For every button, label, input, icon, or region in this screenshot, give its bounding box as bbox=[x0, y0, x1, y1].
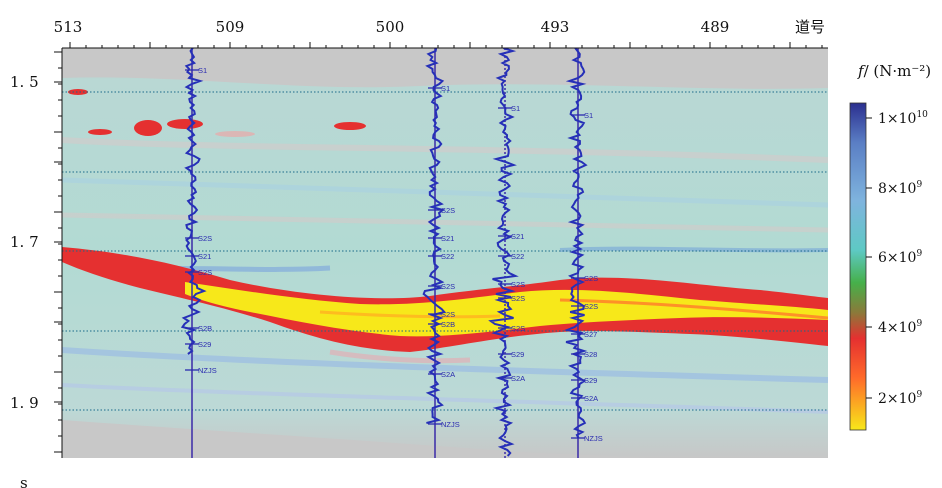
top-tick-label-500: 500 bbox=[376, 18, 405, 36]
wells-layer: S1S2SS21S2SS2BS29NZJSS1S2SS21S22S2SS2SS2… bbox=[180, 48, 603, 458]
legend-entry-4e9: 4×109 bbox=[878, 319, 922, 336]
well-3: S1 S21 S22 S2S S2S S2S S29 S2A bbox=[488, 48, 525, 458]
well-marker-label: S21 bbox=[441, 234, 454, 243]
well-marker-label: S27 bbox=[584, 330, 597, 339]
legend-exponent: 9 bbox=[916, 249, 922, 259]
well-marker-label: S28 bbox=[584, 350, 597, 359]
well-marker-label: S2B bbox=[441, 320, 455, 329]
legend-title-unit: / (N·m⁻²) bbox=[864, 62, 932, 80]
top-tick-label-493: 493 bbox=[541, 18, 570, 36]
well-log-curve bbox=[563, 48, 588, 439]
well-4: S1 S2S S2S S27 S28 S29 S2A NZJS bbox=[563, 48, 603, 458]
top-tick-label-489: 489 bbox=[701, 18, 730, 36]
legend-exponent: 10 bbox=[916, 110, 928, 120]
legend-exponent: 9 bbox=[916, 390, 922, 400]
section-image: S1S2SS21S2SS2BS29NZJSS1S2SS21S22S2SS2SS2… bbox=[62, 48, 828, 458]
well-marker-label: S2S bbox=[198, 234, 212, 243]
well-marker-label: S1 bbox=[584, 111, 593, 120]
well-1: S1 S2S S21 S2S S2B S29 NZJS bbox=[180, 48, 217, 458]
well-log-curve bbox=[180, 48, 207, 355]
well-marker-label: S2A bbox=[511, 374, 525, 383]
well-marker-label: S2S bbox=[441, 282, 455, 291]
well-log-curve bbox=[488, 48, 519, 457]
well-marker-label: S29 bbox=[198, 340, 211, 349]
well-marker-label: S2S bbox=[511, 294, 525, 303]
well-log-curve bbox=[422, 48, 447, 424]
well-marker-label: S1 bbox=[441, 84, 450, 93]
well-marker-label: S21 bbox=[198, 252, 211, 261]
well-marker-label: S2S bbox=[511, 280, 525, 289]
left-axis: 1. 5 1. 7 1. 9 s bbox=[10, 48, 63, 488]
well-marker-label: S2S bbox=[198, 268, 212, 277]
legend-entry-1e10: 1×1010 bbox=[878, 110, 928, 127]
well-marker-label: S2S bbox=[441, 310, 455, 319]
top-tick-label-513: 513 bbox=[54, 18, 83, 36]
top-axis-label: 道号 bbox=[795, 18, 825, 36]
well-marker-label: NZJS bbox=[198, 366, 217, 375]
colorbar bbox=[849, 102, 867, 431]
time-gridlines bbox=[62, 91, 828, 411]
legend-title-symbol: f bbox=[857, 62, 866, 80]
well-marker-label: S29 bbox=[584, 376, 597, 385]
well-marker-label: S2B bbox=[198, 324, 212, 333]
top-tick-label-509: 509 bbox=[216, 18, 245, 36]
colorbar-legend: f/ (N·m⁻²) 1×1010 8×109 6×109 4×109 2×10… bbox=[849, 62, 931, 431]
well-marker-label: S2A bbox=[441, 370, 455, 379]
legend-mantissa: 1×10 bbox=[878, 111, 916, 127]
well-marker-label: S29 bbox=[511, 350, 524, 359]
well-marker-label: S1 bbox=[198, 66, 207, 75]
well-marker-label: S22 bbox=[441, 252, 454, 261]
well-marker-label: S21 bbox=[511, 232, 524, 241]
legend-mantissa: 4×10 bbox=[878, 320, 916, 336]
legend-title: f/ (N·m⁻²) bbox=[857, 62, 931, 80]
left-tick-label-1-5: 1. 5 bbox=[10, 73, 39, 91]
left-axis-minor-ticks bbox=[54, 51, 62, 453]
legend-entry-8e9: 8×109 bbox=[878, 180, 922, 197]
well-marker-label: S2S bbox=[441, 206, 455, 215]
legend-entry-6e9: 6×109 bbox=[878, 249, 922, 266]
well-marker-label: S22 bbox=[511, 252, 524, 261]
left-tick-label-1-7: 1. 7 bbox=[10, 233, 39, 251]
top-axis: 513 509 500 493 489 道号 bbox=[54, 18, 828, 49]
legend-mantissa: 2×10 bbox=[878, 391, 916, 407]
left-axis-unit: s bbox=[20, 474, 28, 488]
legend-mantissa: 8×10 bbox=[878, 181, 916, 197]
well-marker-label: S2S bbox=[584, 302, 598, 311]
well-marker-label: S1 bbox=[511, 104, 520, 113]
legend-exponent: 9 bbox=[916, 319, 922, 329]
well-marker-label: NZJS bbox=[441, 420, 460, 429]
well-marker-label: NZJS bbox=[584, 434, 603, 443]
well-marker-label: S2S bbox=[511, 324, 525, 333]
legend-entry-2e9: 2×109 bbox=[878, 390, 922, 407]
left-tick-label-1-9: 1. 9 bbox=[10, 394, 39, 412]
legend-mantissa: 6×10 bbox=[878, 250, 916, 266]
well-marker-label: S2S bbox=[584, 274, 598, 283]
well-marker-label: S2A bbox=[584, 394, 598, 403]
legend-exponent: 9 bbox=[916, 180, 922, 190]
top-axis-minor-ticks bbox=[69, 42, 823, 48]
